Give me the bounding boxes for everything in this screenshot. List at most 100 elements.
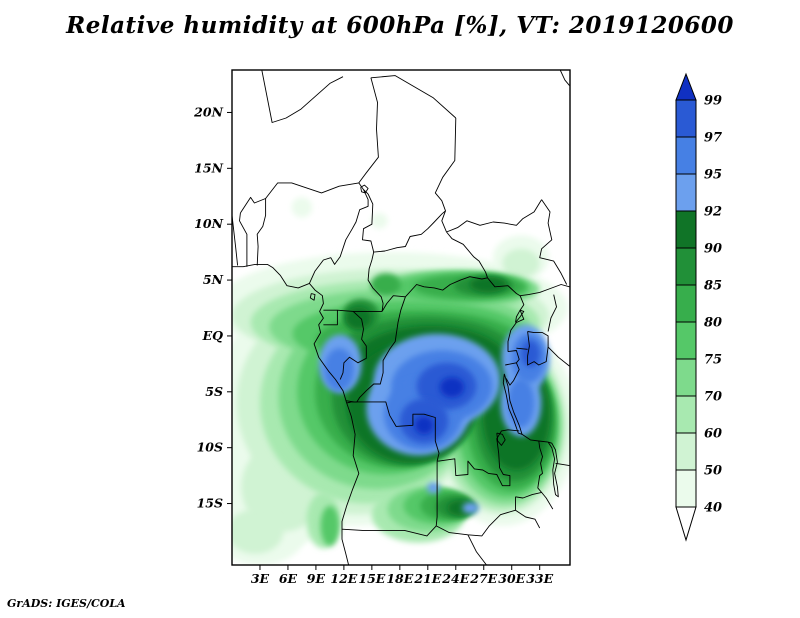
colorbar-segment	[675, 284, 697, 323]
border-path	[446, 199, 542, 233]
field-blob	[507, 378, 535, 428]
border-path	[232, 263, 360, 565]
y-tick-label: 10S	[197, 440, 223, 455]
colorbar-label: 60	[704, 427, 722, 442]
colorbar-label: 99	[704, 94, 722, 109]
field-blob	[345, 306, 372, 330]
country-borders	[232, 70, 570, 565]
border-path	[435, 461, 438, 526]
border-path	[516, 347, 528, 350]
colorbar-segment	[675, 358, 697, 397]
colorbar-label: 40	[704, 501, 722, 516]
colorbar-label: 70	[704, 390, 722, 405]
border-path	[547, 441, 559, 498]
border-path	[339, 311, 367, 380]
border-path	[505, 362, 517, 366]
border-path	[346, 296, 406, 404]
border-path	[537, 440, 549, 493]
border-path	[434, 117, 457, 233]
border-path	[358, 77, 379, 184]
border-path	[507, 295, 525, 352]
border-path	[446, 231, 488, 278]
x-tick-label: 18E	[386, 571, 413, 586]
x-tick-label: 12E	[330, 571, 357, 586]
axis-ticks	[227, 111, 541, 570]
y-tick-label: 15S	[197, 496, 223, 511]
border-path	[520, 284, 570, 297]
border-path	[437, 429, 520, 487]
field-blob	[232, 509, 284, 554]
x-tick-label: 15E	[358, 571, 385, 586]
border-path	[467, 534, 487, 565]
colorbar-label: 97	[704, 131, 722, 146]
colorbar-label: 75	[704, 353, 722, 368]
map-frame	[231, 69, 571, 566]
x-tick-label: 6E	[279, 571, 298, 586]
border-path	[370, 75, 457, 119]
colorbar-label: 92	[704, 205, 722, 220]
y-tick-label: 20N	[193, 104, 223, 119]
y-tick-label: 15N	[194, 160, 223, 175]
border-path	[496, 432, 506, 446]
colorbar-segment	[675, 247, 697, 286]
field-blob	[414, 416, 434, 435]
border-path	[555, 462, 570, 467]
border-path	[487, 277, 521, 297]
x-tick-label: 21E	[413, 571, 441, 586]
y-tick-label: EQ	[202, 328, 224, 343]
y-tick-label: 10N	[194, 216, 223, 231]
border-path	[323, 310, 338, 326]
border-path	[239, 212, 248, 267]
field-blob	[439, 377, 465, 398]
y-tick-label: 5S	[205, 384, 223, 399]
border-path	[256, 198, 267, 266]
border-path	[502, 373, 523, 435]
colorbar-bottom-arrow	[675, 506, 697, 542]
colorbar: 99 97 95 92 90 85 80 75 70 60 50 40	[675, 72, 722, 542]
field-blob	[426, 482, 440, 494]
axis-labels: 3E 6E 9E 12E 15E 18E 21E 24E 27E 30E 33E 20N 15N 10N 5…	[193, 104, 553, 586]
x-tick-label: 33E	[526, 571, 553, 586]
border-path	[240, 196, 266, 214]
border-path	[435, 496, 516, 537]
border-path	[381, 295, 406, 312]
border-path	[515, 509, 541, 529]
field-blob	[462, 502, 480, 514]
field-blob	[521, 340, 540, 368]
colorbar-top-arrow	[675, 72, 697, 101]
y-tick-label: 5N	[203, 272, 224, 287]
border-path	[345, 400, 440, 462]
colorbar-segment	[675, 210, 697, 249]
field-blob	[370, 273, 401, 296]
border-path	[261, 70, 344, 123]
border-path	[405, 276, 488, 298]
colorbar-segment	[675, 432, 697, 471]
colorbar-segment	[675, 99, 697, 138]
border-path	[308, 189, 369, 284]
x-tick-label: 30E	[498, 571, 525, 586]
colorbar-label: 95	[704, 168, 722, 183]
colorbar-segment	[675, 173, 697, 212]
border-path	[515, 309, 525, 323]
border-path	[539, 199, 568, 285]
colorbar-label: 80	[704, 316, 722, 331]
x-tick-label: 24E	[441, 571, 469, 586]
colorbar-segment	[675, 321, 697, 360]
humidity-field	[232, 70, 570, 565]
border-path	[547, 294, 557, 332]
border-path	[362, 193, 446, 253]
colorbar-segment	[675, 395, 697, 434]
border-path	[547, 346, 570, 367]
x-tick-label: 3E	[251, 571, 270, 586]
field-blob	[469, 276, 507, 293]
border-path	[232, 215, 239, 266]
colorbar-segment	[675, 469, 697, 508]
field-blob	[370, 213, 388, 229]
border-path	[360, 184, 369, 194]
border-path	[367, 252, 384, 312]
field-blob	[502, 248, 540, 278]
border-path	[515, 491, 554, 510]
border-path	[505, 350, 520, 386]
